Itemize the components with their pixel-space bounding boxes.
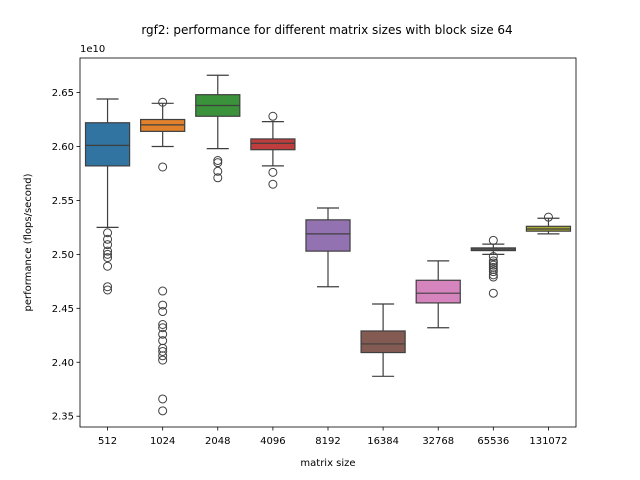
box xyxy=(84,122,131,167)
outlier-point xyxy=(103,253,113,263)
outlier-point xyxy=(213,166,223,176)
outlier-point xyxy=(158,320,168,329)
box-group-32768 xyxy=(415,260,461,329)
outlier-point xyxy=(268,111,278,121)
box xyxy=(305,219,351,252)
outlier-point xyxy=(213,158,223,168)
outlier-point xyxy=(158,406,168,416)
y-tick-label: 2.60 xyxy=(52,142,74,153)
box-group-1024 xyxy=(140,97,186,416)
outlier-point xyxy=(103,249,113,259)
box-group-8192 xyxy=(305,207,351,288)
x-tick-label: 131072 xyxy=(529,436,567,447)
box-group-16384 xyxy=(360,303,406,377)
box xyxy=(415,279,461,304)
outlier-point xyxy=(103,282,113,292)
box xyxy=(250,138,296,151)
outlier-point xyxy=(158,329,168,339)
outlier-point xyxy=(543,212,553,222)
outlier-point xyxy=(213,173,223,183)
x-tick-label: 2048 xyxy=(205,436,230,447)
outlier-point xyxy=(488,272,498,282)
box-group-4096 xyxy=(250,111,296,189)
x-tick-label: 16384 xyxy=(367,436,399,447)
y-axis-label: performance (flops/second) xyxy=(23,173,34,311)
x-axis: 512 1024 2048 4096 8192 16384 32768 65536 131072 xyxy=(98,427,568,447)
outlier-point xyxy=(268,167,278,177)
outlier-point xyxy=(488,256,498,266)
boxes-layer xyxy=(84,74,572,416)
outlier-point xyxy=(158,162,168,172)
x-tick-label: 8192 xyxy=(315,436,340,447)
outlier-point xyxy=(488,258,498,268)
x-tick-label: 32768 xyxy=(422,436,454,447)
outlier-point xyxy=(103,285,113,295)
outlier-point xyxy=(103,234,113,244)
x-axis-label: matrix size xyxy=(300,458,355,469)
x-tick-label: 4096 xyxy=(260,436,285,447)
outlier-point xyxy=(488,288,498,298)
y-tick-label: 2.35 xyxy=(52,412,74,423)
outlier-point xyxy=(158,323,168,333)
outlier-point xyxy=(488,260,498,270)
plot-frame xyxy=(79,57,577,428)
y-tick-label: 2.50 xyxy=(52,250,74,261)
y-tick-label: 2.55 xyxy=(52,196,74,207)
outlier-point xyxy=(103,240,113,250)
chart-title: rgf2: performance for different matrix s… xyxy=(141,23,512,37)
box xyxy=(360,330,406,354)
outlier-point xyxy=(103,228,113,238)
outlier-point xyxy=(158,355,168,365)
x-tick-label: 65536 xyxy=(477,436,509,447)
box-group-131072 xyxy=(525,212,572,235)
outlier-point xyxy=(488,252,498,262)
outlier-point xyxy=(158,300,168,310)
outlier-point xyxy=(158,307,168,317)
y-axis: 2.35 2.40 2.45 2.50 2.55 2.60 2.65 xyxy=(52,88,80,423)
outlier-point xyxy=(103,246,113,256)
y-tick-label: 2.65 xyxy=(52,88,74,99)
outlier-point xyxy=(158,346,168,356)
outlier-point xyxy=(488,235,498,245)
outlier-point xyxy=(268,179,278,189)
y-tick-label: 2.45 xyxy=(52,304,74,315)
box-group-65536 xyxy=(470,235,516,298)
outlier-point xyxy=(158,97,168,107)
outlier-point xyxy=(488,270,498,280)
outlier-point xyxy=(488,267,498,277)
x-tick-label: 512 xyxy=(98,436,117,447)
x-tick-label: 1024 xyxy=(150,436,175,447)
outlier-point xyxy=(103,261,113,271)
outlier-point xyxy=(158,286,168,296)
box-group-512 xyxy=(84,98,131,295)
box-group-2048 xyxy=(195,74,241,183)
y-offset-label: 1e10 xyxy=(80,44,105,55)
outlier-point xyxy=(158,394,168,404)
outlier-point xyxy=(158,351,168,361)
y-tick-label: 2.40 xyxy=(52,358,74,369)
outlier-point xyxy=(213,156,223,165)
